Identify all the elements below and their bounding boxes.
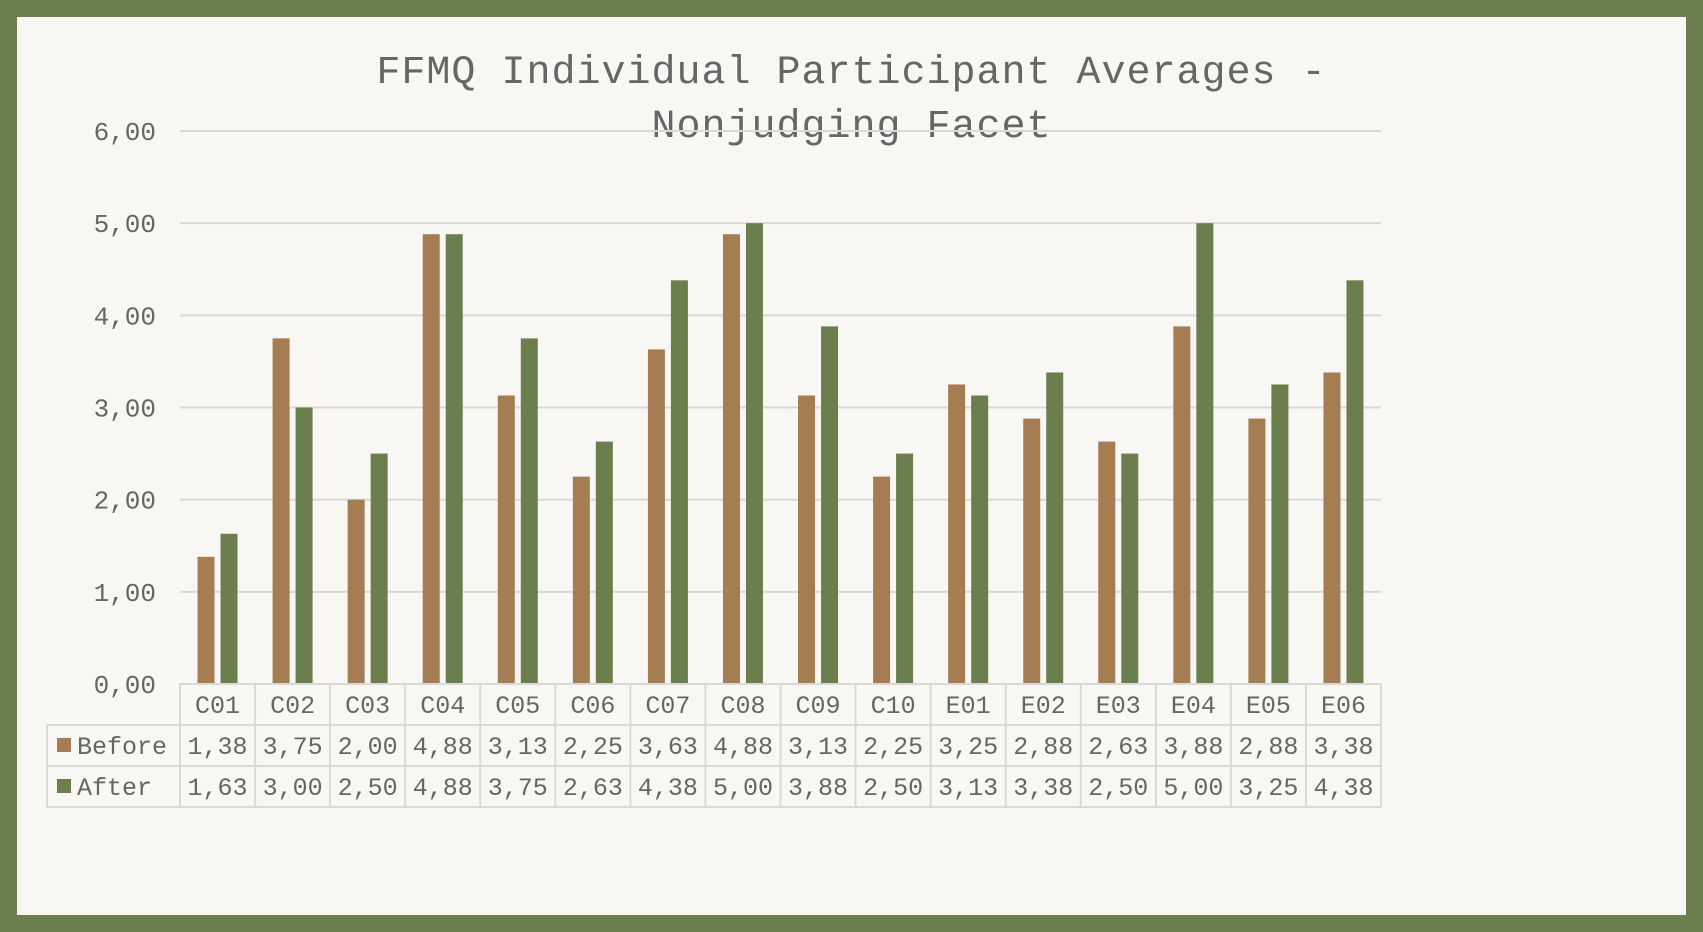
bar-after-c10 — [896, 453, 914, 684]
y-tick-label: 0,00 — [94, 671, 156, 701]
x-tick-label: E03 — [1096, 692, 1141, 721]
data-label-after: 2,50 — [863, 774, 923, 803]
bar-before-c02 — [272, 338, 290, 684]
bar-after-e01 — [971, 395, 989, 684]
bar-after-c03 — [370, 453, 388, 684]
data-label-before: 3,13 — [488, 733, 548, 762]
chart-title-line-1: FFMQ Individual Participant Averages - — [376, 51, 1327, 96]
bar-before-e02 — [1023, 418, 1041, 684]
data-label-before: 3,13 — [788, 733, 848, 762]
data-label-after: 5,00 — [1163, 774, 1223, 803]
y-tick-label: 3,00 — [94, 395, 156, 425]
bar-before-c06 — [572, 476, 590, 684]
data-label-after: 3,38 — [1013, 774, 1073, 803]
data-label-before: 3,38 — [1313, 733, 1373, 762]
bar-before-e04 — [1173, 326, 1191, 684]
bar-before-c08 — [722, 234, 740, 684]
bar-after-c01 — [220, 533, 238, 684]
bar-after-e04 — [1196, 223, 1214, 684]
data-label-before: 2,25 — [563, 733, 623, 762]
data-label-after: 4,38 — [638, 774, 698, 803]
data-label-after: 4,38 — [1313, 774, 1373, 803]
legend-key-after — [57, 779, 71, 793]
data-label-before: 3,63 — [638, 733, 698, 762]
data-label-before: 4,88 — [413, 733, 473, 762]
data-label-after: 3,13 — [938, 774, 998, 803]
x-tick-label: E01 — [946, 692, 991, 721]
bar-after-c07 — [670, 280, 688, 684]
y-tick-label: 6,00 — [94, 118, 156, 148]
chart-frame: FFMQ Individual Participant Averages - N… — [17, 17, 1686, 915]
bar-after-c08 — [745, 223, 763, 684]
x-tick-label: C05 — [495, 692, 540, 721]
data-label-before: 2,00 — [338, 733, 398, 762]
x-tick-label: C10 — [871, 692, 916, 721]
data-label-after: 2,63 — [563, 774, 623, 803]
data-label-before: 4,88 — [713, 733, 773, 762]
data-label-before: 2,25 — [863, 733, 923, 762]
data-label-before: 3,75 — [263, 733, 323, 762]
bar-after-c06 — [595, 441, 613, 684]
bar-before-e03 — [1098, 441, 1116, 684]
bar-before-c09 — [798, 395, 816, 684]
bar-before-e05 — [1248, 418, 1266, 684]
bar-after-e03 — [1121, 453, 1139, 684]
y-tick-label: 1,00 — [94, 579, 156, 609]
x-tick-label: C08 — [720, 692, 765, 721]
bar-before-e01 — [948, 384, 966, 684]
y-tick-label: 2,00 — [94, 487, 156, 517]
bar-after-c02 — [295, 407, 313, 684]
bar-after-e05 — [1271, 384, 1289, 684]
bar-before-c07 — [647, 349, 665, 684]
x-tick-label: C09 — [796, 692, 841, 721]
bar-before-c10 — [873, 476, 891, 684]
bar-before-c04 — [422, 234, 440, 684]
x-tick-label: E05 — [1246, 692, 1291, 721]
chart-title: FFMQ Individual Participant Averages - N… — [17, 47, 1686, 155]
bar-after-e02 — [1046, 372, 1064, 684]
data-label-before: 3,25 — [938, 733, 998, 762]
bar-before-c03 — [347, 499, 365, 684]
bar-after-c05 — [520, 338, 538, 684]
data-label-after: 4,88 — [413, 774, 473, 803]
bar-before-c01 — [197, 556, 215, 684]
chart-plot: 0,00 1,00 2,00 3,00 4,00 5,00 6,00 C01 C02 C03 C04… — [46, 118, 1382, 808]
x-tick-label: C07 — [645, 692, 690, 721]
data-label-before: 2,63 — [1088, 733, 1148, 762]
legend-label-after: After — [77, 774, 152, 803]
data-label-after: 3,88 — [788, 774, 848, 803]
x-tick-label: E04 — [1171, 692, 1216, 721]
data-label-before: 1,38 — [188, 733, 248, 762]
data-label-after: 2,50 — [338, 774, 398, 803]
data-label-after: 5,00 — [713, 774, 773, 803]
data-label-after: 2,50 — [1088, 774, 1148, 803]
x-tick-label: E02 — [1021, 692, 1066, 721]
bar-before-c05 — [497, 395, 515, 684]
bar-after-c04 — [445, 234, 463, 684]
bar-after-c09 — [821, 326, 839, 684]
x-tick-label: C06 — [570, 692, 615, 721]
x-tick-label: E06 — [1321, 692, 1366, 721]
y-tick-label: 4,00 — [94, 302, 156, 332]
bar-after-e06 — [1346, 280, 1364, 684]
chart-title-line-2: Nonjudging Facet — [651, 105, 1052, 150]
x-tick-label: C02 — [270, 692, 315, 721]
bar-before-e06 — [1323, 372, 1341, 684]
data-label-before: 2,88 — [1013, 733, 1073, 762]
x-tick-label: C03 — [345, 692, 390, 721]
data-label-before: 2,88 — [1238, 733, 1298, 762]
legend-key-before — [57, 738, 71, 752]
data-label-after: 3,00 — [263, 774, 323, 803]
x-tick-label: C01 — [195, 692, 240, 721]
legend-label-before: Before — [77, 733, 167, 762]
data-label-after: 1,63 — [188, 774, 248, 803]
y-tick-label: 5,00 — [94, 210, 156, 240]
data-label-after: 3,75 — [488, 774, 548, 803]
data-label-after: 3,25 — [1238, 774, 1298, 803]
x-tick-label: C04 — [420, 692, 465, 721]
data-label-before: 3,88 — [1163, 733, 1223, 762]
